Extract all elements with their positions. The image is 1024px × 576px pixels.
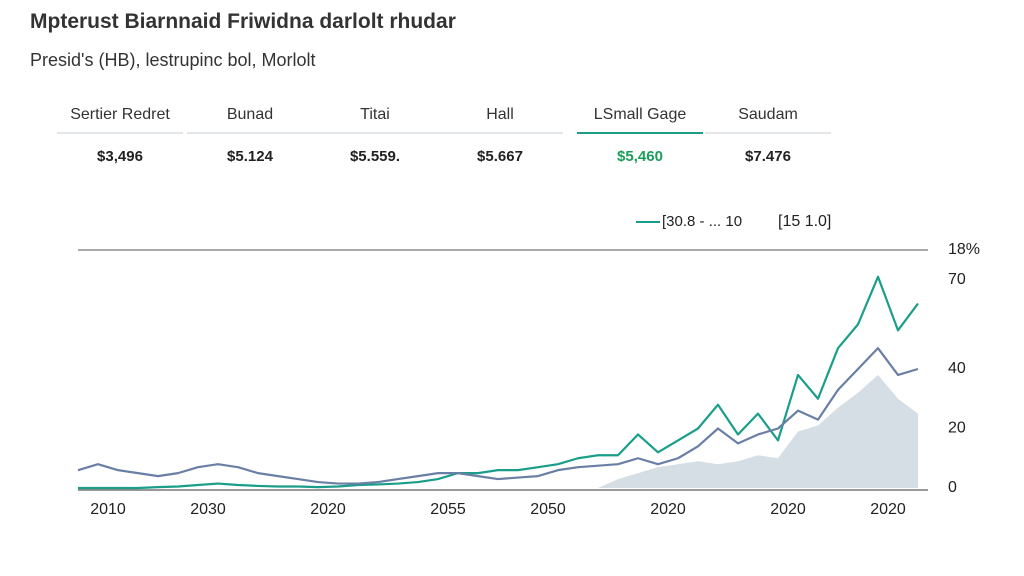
tab[interactable]: Titai $5.559. (312, 106, 438, 165)
tab-name: Bunad (187, 106, 313, 134)
tab-name: LSmall Gage (577, 106, 703, 134)
legend-note: [15 1.0] (778, 213, 831, 230)
line (78, 275, 919, 490)
tab-value: $5.124 (227, 148, 273, 165)
axis-top-label: 18% (948, 241, 980, 258)
x-tick-label: 2050 (530, 501, 566, 518)
tab[interactable]: Bunad $5.124 (187, 106, 313, 165)
tab-value: $7.476 (745, 148, 791, 165)
y-tick-label: 40 (948, 360, 966, 377)
x-tick-label: 2020 (770, 501, 806, 518)
x-tick-label: 2055 (430, 501, 466, 518)
tab-value: $5.559. (349, 148, 401, 165)
tab-value: $5.667 (477, 148, 523, 165)
tab-name: Sertier Redret (57, 106, 183, 134)
tab-name: Hall (437, 106, 563, 134)
line (77, 347, 919, 485)
tab-value: $5,460 (617, 148, 663, 165)
y-tick-label: 0 (948, 479, 957, 496)
title: Mpterust Biarnnaid Friwidna darlolt rhud… (30, 10, 456, 33)
area (598, 374, 918, 488)
x-tick-label: 2010 (90, 501, 126, 518)
tab[interactable]: LSmall Gage $5,460 (577, 106, 703, 165)
y-tick-label: 70 (948, 271, 966, 288)
tab-name: Titai (312, 106, 438, 134)
tab-name: Saudam (705, 106, 831, 134)
tab[interactable]: Saudam $7.476 (705, 106, 831, 165)
tab[interactable]: Sertier Redret $3,496 (57, 106, 183, 165)
tab-value: $3,496 (97, 148, 143, 165)
x-tick-label: 2020 (310, 501, 346, 518)
y-tick-label: 20 (948, 420, 966, 437)
x-tick-label: 2030 (190, 501, 226, 518)
x-tick-label: 2020 (870, 501, 906, 518)
x-tick-label: 2020 (650, 501, 686, 518)
tab[interactable]: Hall $5.667 (437, 106, 563, 165)
subtitle: Presid's (HB), lestrupinc bol, Morlolt (30, 50, 316, 70)
legend-label: [30.8 - ... 10 (662, 213, 742, 230)
